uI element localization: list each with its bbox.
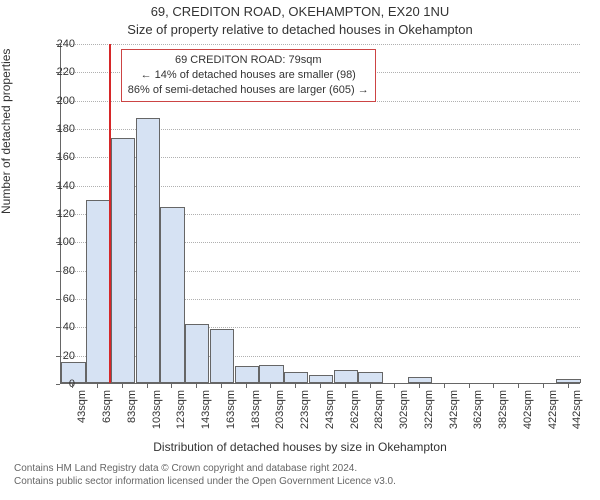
histogram-bar xyxy=(408,377,432,383)
x-tick-label: 282sqm xyxy=(374,390,386,429)
x-tick-mark xyxy=(221,384,222,388)
annotation-line3: 86% of semi-detached houses are larger (… xyxy=(128,83,369,98)
x-tick-label: 402sqm xyxy=(522,390,534,429)
y-tick-mark xyxy=(56,101,60,102)
y-tick-label: 160 xyxy=(45,151,75,163)
histogram-bar xyxy=(111,138,135,383)
y-tick-label: 140 xyxy=(45,180,75,192)
y-tick-mark xyxy=(56,356,60,357)
y-tick-mark xyxy=(56,129,60,130)
histogram-bar xyxy=(556,379,580,383)
x-tick-mark xyxy=(543,384,544,388)
x-tick-mark xyxy=(493,384,494,388)
y-tick-mark xyxy=(56,72,60,73)
x-axis-label: Distribution of detached houses by size … xyxy=(0,440,600,454)
x-tick-label: 103sqm xyxy=(151,390,163,429)
property-marker-line xyxy=(109,44,111,383)
x-tick-label: 342sqm xyxy=(448,390,460,429)
y-tick-label: 60 xyxy=(45,293,75,305)
x-tick-mark xyxy=(518,384,519,388)
footer-line1: Contains HM Land Registry data © Crown c… xyxy=(14,462,396,475)
x-tick-mark xyxy=(72,384,73,388)
histogram-bar xyxy=(136,118,160,383)
x-tick-label: 183sqm xyxy=(250,390,262,429)
chart-title-line1: 69, CREDITON ROAD, OKEHAMPTON, EX20 1NU xyxy=(0,4,600,19)
y-tick-mark xyxy=(56,44,60,45)
x-tick-label: 223sqm xyxy=(299,390,311,429)
x-tick-label: 262sqm xyxy=(349,390,361,429)
x-tick-mark xyxy=(295,384,296,388)
x-tick-label: 143sqm xyxy=(200,390,212,429)
x-tick-label: 163sqm xyxy=(225,390,237,429)
histogram-bar xyxy=(358,372,382,383)
histogram-bar xyxy=(235,366,259,383)
x-tick-mark xyxy=(444,384,445,388)
x-tick-label: 63sqm xyxy=(101,390,113,423)
gridline xyxy=(61,44,580,45)
y-tick-mark xyxy=(56,327,60,328)
x-tick-label: 243sqm xyxy=(324,390,336,429)
annotation-box: 69 CREDITON ROAD: 79sqm← 14% of detached… xyxy=(121,49,376,102)
y-tick-mark xyxy=(56,271,60,272)
x-tick-mark xyxy=(97,384,98,388)
y-tick-mark xyxy=(56,214,60,215)
y-tick-mark xyxy=(56,299,60,300)
x-tick-label: 203sqm xyxy=(274,390,286,429)
x-tick-mark xyxy=(568,384,569,388)
x-tick-label: 362sqm xyxy=(473,390,485,429)
x-tick-label: 123sqm xyxy=(175,390,187,429)
y-tick-label: 20 xyxy=(45,350,75,362)
x-tick-mark xyxy=(246,384,247,388)
x-tick-mark xyxy=(171,384,172,388)
x-tick-label: 442sqm xyxy=(572,390,584,429)
y-tick-label: 0 xyxy=(45,378,75,390)
footer-line2: Contains public sector information licen… xyxy=(14,475,396,488)
x-tick-label: 83sqm xyxy=(126,390,138,423)
histogram-bar xyxy=(284,372,308,383)
y-tick-label: 40 xyxy=(45,321,75,333)
x-tick-label: 322sqm xyxy=(423,390,435,429)
plot-area: 69 CREDITON ROAD: 79sqm← 14% of detached… xyxy=(60,44,580,384)
histogram-bar xyxy=(210,329,234,383)
x-tick-mark xyxy=(320,384,321,388)
footer-attribution: Contains HM Land Registry data © Crown c… xyxy=(14,462,396,488)
histogram-bar xyxy=(185,324,209,384)
x-tick-mark xyxy=(394,384,395,388)
x-tick-mark xyxy=(469,384,470,388)
annotation-line1: 69 CREDITON ROAD: 79sqm xyxy=(128,53,369,68)
x-tick-label: 382sqm xyxy=(497,390,509,429)
x-tick-mark xyxy=(122,384,123,388)
y-tick-label: 100 xyxy=(45,236,75,248)
histogram-bar xyxy=(86,200,110,383)
x-tick-label: 43sqm xyxy=(76,390,88,423)
y-tick-mark xyxy=(56,157,60,158)
x-tick-mark xyxy=(419,384,420,388)
y-tick-mark xyxy=(56,384,60,385)
y-tick-label: 120 xyxy=(45,208,75,220)
x-tick-mark xyxy=(196,384,197,388)
y-axis-label: Number of detached properties xyxy=(0,49,13,214)
histogram-bar xyxy=(334,370,358,383)
y-tick-label: 240 xyxy=(45,38,75,50)
y-tick-label: 180 xyxy=(45,123,75,135)
x-tick-label: 302sqm xyxy=(398,390,410,429)
chart-title-line2: Size of property relative to detached ho… xyxy=(0,22,600,37)
x-tick-mark xyxy=(370,384,371,388)
x-tick-mark xyxy=(270,384,271,388)
x-tick-label: 422sqm xyxy=(547,390,559,429)
x-tick-mark xyxy=(147,384,148,388)
histogram-bar xyxy=(309,375,333,384)
x-tick-mark xyxy=(345,384,346,388)
histogram-bar xyxy=(259,365,283,383)
y-tick-mark xyxy=(56,242,60,243)
y-tick-mark xyxy=(56,186,60,187)
y-tick-label: 80 xyxy=(45,265,75,277)
y-tick-label: 220 xyxy=(45,66,75,78)
annotation-line2: ← 14% of detached houses are smaller (98… xyxy=(128,68,369,83)
histogram-bar xyxy=(160,207,184,383)
y-tick-label: 200 xyxy=(45,95,75,107)
